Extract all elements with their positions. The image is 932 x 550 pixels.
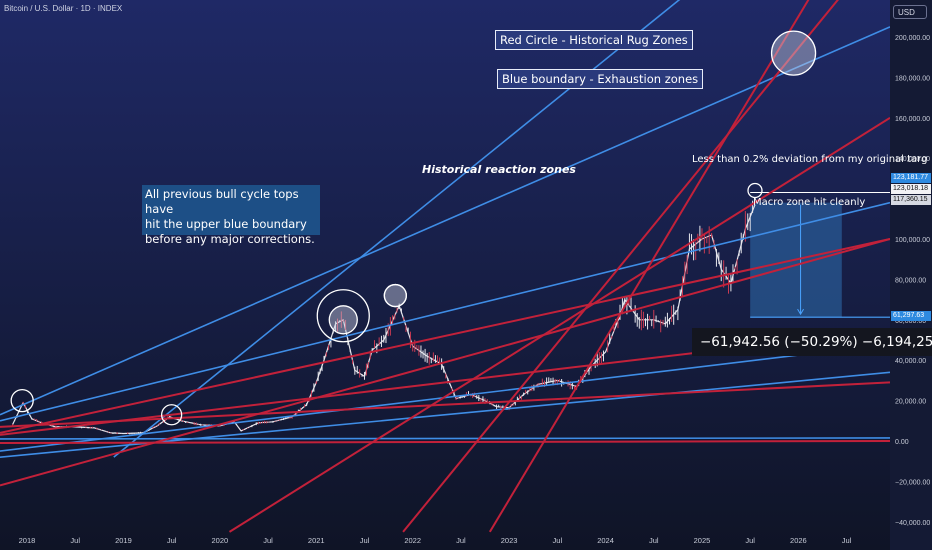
currency-button[interactable]: USD	[893, 5, 927, 19]
y-tick-label: 160,000.00	[895, 116, 930, 123]
measure-arrow-head	[797, 308, 804, 316]
red-trendline-1	[0, 238, 891, 487]
y-tick-label: 40,000.00	[895, 358, 926, 365]
blue-trendline-6	[0, 437, 891, 440]
reaction-circle-1	[10, 388, 34, 413]
historical-reaction-label[interactable]: Historical reaction zones	[422, 163, 576, 176]
bull-note-line-2: hit the upper blue boundary	[145, 217, 307, 231]
y-axis-panel	[890, 0, 932, 550]
x-tick-label: Jul	[553, 536, 563, 545]
blue-trendline-1	[0, 26, 891, 416]
y-tick-label: 140,000.00	[895, 156, 930, 163]
x-tick-label: Jul	[842, 536, 852, 545]
y-tick-label: −40,000.00	[895, 520, 930, 527]
price-tag-white: 123,018.18	[891, 184, 931, 194]
red-trendline-2	[0, 381, 891, 428]
price-tag-gray: 117,360.15	[891, 195, 931, 205]
reaction-circle-2	[160, 404, 183, 426]
y-tick-label: 180,000.00	[895, 75, 930, 82]
price-tag-blue: 123,181.77	[891, 173, 931, 183]
measure-readout: −61,942.56 (−50.29%) −6,194,256	[692, 328, 932, 356]
x-tick-label: Jul	[70, 536, 80, 545]
rug-zone-circle-1	[328, 305, 358, 335]
x-tick-label: Jul	[263, 536, 273, 545]
bull-note-line-1: All previous bull cycle tops have	[145, 187, 299, 216]
deviation-note[interactable]: Less than 0.2% deviation from my origina…	[692, 154, 928, 165]
x-tick-label: 2018	[19, 536, 36, 545]
x-tick-label: 2024	[597, 536, 614, 545]
x-tick-label: Jul	[456, 536, 466, 545]
reaction-circle-3	[316, 289, 370, 343]
blue-trendline-2	[0, 201, 891, 422]
rug-zone-circle-2	[383, 283, 407, 308]
red-trendline-8	[0, 440, 891, 445]
y-tick-label: 20,000.00	[895, 399, 926, 406]
x-tick-label: 2023	[501, 536, 518, 545]
bull-cycle-note[interactable]: All previous bull cycle tops have hit th…	[142, 185, 320, 246]
x-tick-label: Jul	[167, 536, 177, 545]
blue-boundary-legend[interactable]: Blue boundary - Exhaustion zones	[497, 69, 704, 89]
red-trendline-6	[402, 0, 839, 533]
rug-zone-circle-3	[770, 30, 817, 76]
y-tick-label: 0.00	[895, 439, 909, 446]
y-tick-label: 200,000.00	[895, 35, 930, 42]
x-tick-label: Jul	[745, 536, 755, 545]
red-circle-legend[interactable]: Red Circle - Historical Rug Zones	[495, 30, 693, 50]
x-tick-label: Jul	[649, 536, 659, 545]
x-tick-label: 2020	[212, 536, 229, 545]
red-trendline-7	[488, 0, 810, 533]
blue-trendline-5	[113, 0, 681, 458]
red-trendline-5	[228, 116, 891, 533]
bull-note-line-3: before any major corrections.	[145, 232, 315, 246]
x-tick-label: 2019	[115, 536, 132, 545]
price-tag-target: 61,297.63	[891, 311, 931, 321]
x-tick-label: Jul	[360, 536, 370, 545]
y-tick-label: −20,000.00	[895, 479, 930, 486]
x-tick-label: 2025	[694, 536, 711, 545]
red-trendline-4	[0, 238, 891, 434]
x-tick-label: 2021	[308, 536, 325, 545]
x-tick-label: 2026	[790, 536, 807, 545]
y-tick-label: 100,000.00	[895, 237, 930, 244]
y-tick-label: 60,000.00	[895, 318, 926, 325]
x-tick-label: 2022	[404, 536, 421, 545]
chart-title: Bitcoin / U.S. Dollar · 1D · INDEX	[4, 4, 123, 13]
macro-zone-label[interactable]: Macro zone hit cleanly	[753, 197, 866, 208]
reaction-circle-5	[747, 182, 763, 199]
y-tick-label: 80,000.00	[895, 277, 926, 284]
